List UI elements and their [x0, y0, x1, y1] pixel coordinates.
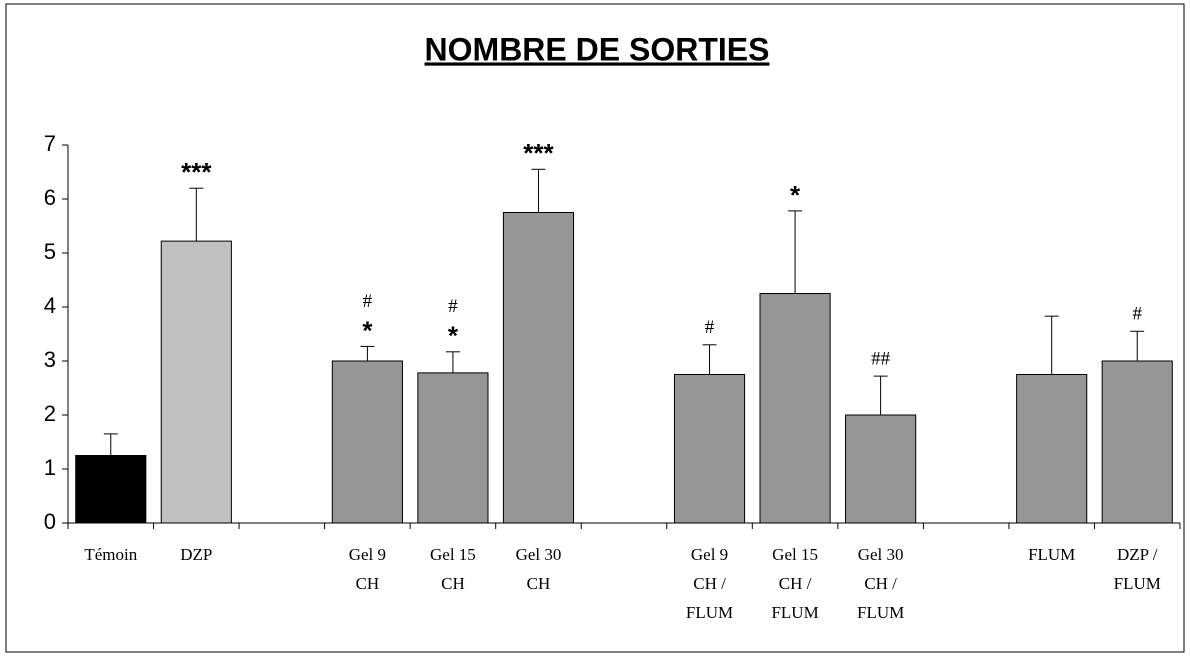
x-tick-label: CH /	[779, 574, 812, 593]
x-tick-label: Gel 9	[691, 545, 728, 564]
x-tick-label: FLUM	[1114, 574, 1161, 593]
x-tick-label: DZP /	[1117, 545, 1158, 564]
x-tick-label: FLUM	[857, 603, 904, 622]
x-tick-label: Gel 15	[772, 545, 818, 564]
annotation: #	[1132, 304, 1142, 325]
bar	[160, 240, 232, 524]
bar	[331, 360, 403, 524]
bar	[1016, 374, 1088, 524]
y-tick-label: 7	[44, 131, 56, 156]
bar	[759, 293, 831, 524]
y-tick-label: 1	[44, 455, 56, 480]
annotation: ***	[181, 157, 212, 187]
annotation: #	[705, 317, 715, 338]
y-tick-label: 6	[44, 185, 56, 210]
bar	[502, 212, 575, 524]
x-tick-label: Témoin	[84, 545, 137, 564]
bar	[417, 372, 489, 524]
y-tick-label: 3	[44, 347, 56, 372]
y-tick-label: 2	[44, 401, 56, 426]
x-tick-label: DZP	[180, 545, 212, 564]
x-tick-label: FLUM	[686, 603, 733, 622]
bar	[1101, 360, 1173, 524]
x-tick-label: CH	[441, 574, 465, 593]
bar	[673, 374, 746, 524]
x-tick-label: CH /	[864, 574, 897, 593]
bar	[845, 414, 917, 524]
annotation: *	[448, 321, 459, 351]
x-tick-label: CH /	[693, 574, 726, 593]
bar	[75, 455, 147, 524]
annotation: *	[790, 180, 801, 210]
annotation: *	[362, 315, 373, 345]
x-tick-label: Gel 30	[516, 545, 562, 564]
x-tick-label: CH	[527, 574, 551, 593]
y-tick-label: 4	[44, 293, 56, 318]
x-tick-label: FLUM	[1028, 545, 1075, 564]
x-tick-label: Gel 15	[430, 545, 476, 564]
annotation: #	[448, 296, 458, 317]
x-tick-label: CH	[356, 574, 380, 593]
x-tick-label: Gel 9	[349, 545, 386, 564]
x-tick-label: FLUM	[771, 603, 818, 622]
annotation: ##	[871, 348, 891, 369]
x-tick-label: Gel 30	[858, 545, 904, 564]
y-tick-label: 0	[44, 509, 56, 534]
chart-title: NOMBRE DE SORTIES	[425, 31, 770, 67]
annotation: ***	[523, 138, 554, 168]
y-tick-label: 5	[44, 239, 56, 264]
annotation: #	[363, 291, 373, 312]
